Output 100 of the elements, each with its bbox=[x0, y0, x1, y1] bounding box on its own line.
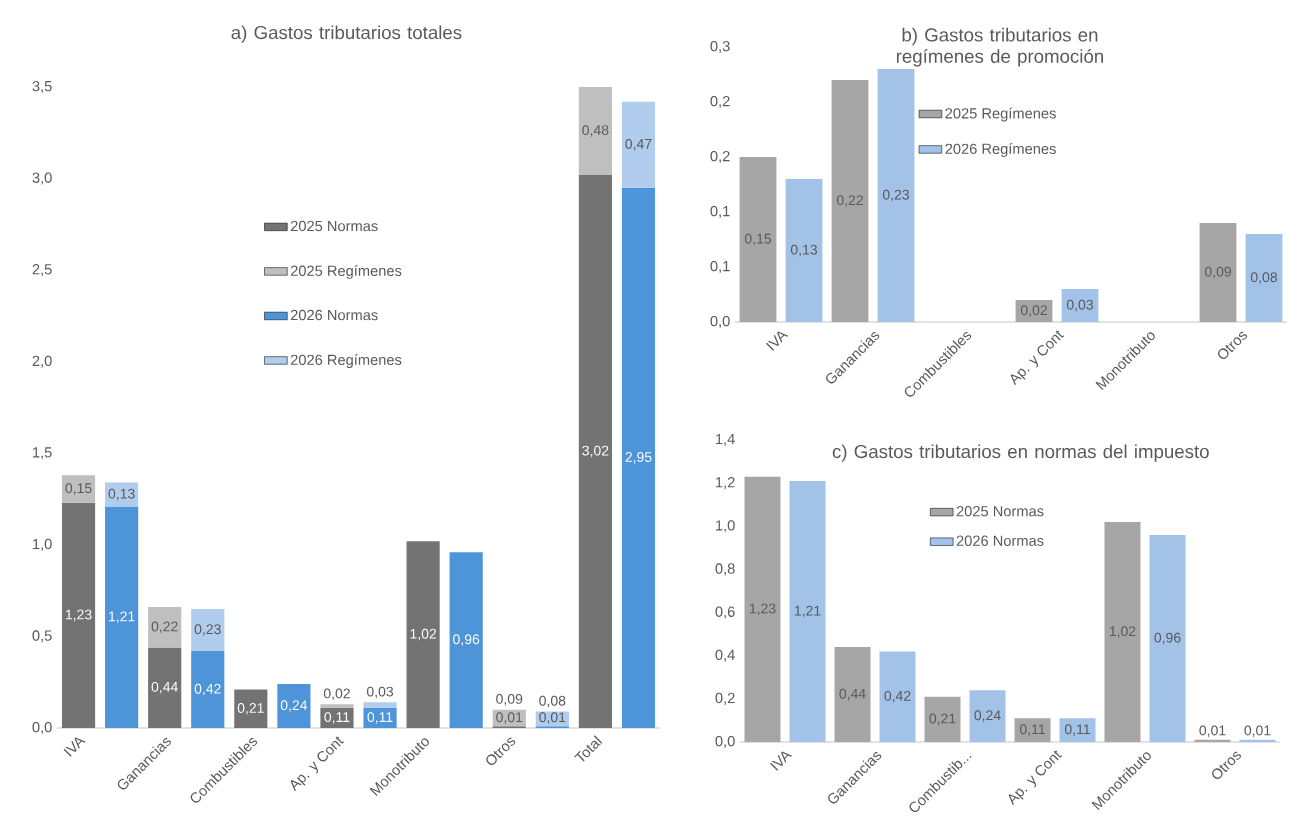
y-tick-label: 3,5 bbox=[32, 80, 52, 94]
y-tick-label: 0,2 bbox=[715, 692, 735, 705]
bar bbox=[578, 174, 612, 728]
y-tick-label: 2,0 bbox=[32, 355, 52, 368]
data-label: 0,96 bbox=[1154, 632, 1181, 645]
y-tick-label: 0,0 bbox=[32, 721, 52, 735]
y-tick-label: 0,1 bbox=[710, 205, 730, 219]
bar bbox=[320, 707, 354, 728]
data-label: 0,15 bbox=[65, 483, 92, 495]
bar bbox=[969, 690, 1006, 742]
bar bbox=[105, 506, 139, 728]
bar bbox=[1149, 534, 1186, 742]
bar bbox=[234, 689, 268, 728]
bar bbox=[578, 86, 612, 175]
data-label: 0,01 bbox=[1244, 725, 1271, 738]
data-label: 0,44 bbox=[839, 688, 866, 701]
data-label: 1,23 bbox=[749, 603, 776, 616]
data-label: 2,95 bbox=[625, 452, 652, 464]
data-label: 0,11 bbox=[1019, 724, 1045, 736]
data-label: 0,22 bbox=[151, 621, 178, 634]
bar bbox=[879, 651, 916, 742]
y-tick-label: 0,4 bbox=[715, 649, 735, 662]
y-tick-label: 0,8 bbox=[715, 563, 735, 576]
data-label: 0,21 bbox=[929, 713, 956, 726]
data-label: 0,01 bbox=[496, 712, 523, 724]
bar bbox=[449, 552, 483, 728]
data-label: 3,02 bbox=[582, 445, 609, 458]
legend-label: 2026 Normas bbox=[956, 535, 1044, 546]
chart-title: c) Gastos tributarios en normas del impuesto bbox=[832, 444, 1209, 462]
data-label: 0,09 bbox=[496, 693, 523, 706]
y-tick-label: 0,6 bbox=[715, 606, 735, 619]
bar bbox=[363, 707, 397, 728]
bar bbox=[739, 156, 777, 322]
y-tick-label: 0,2 bbox=[710, 95, 730, 109]
chart-title: b) Gastos tributarios en regímenes de promoción bbox=[896, 27, 1103, 67]
bar bbox=[406, 541, 440, 728]
data-label: 0,96 bbox=[453, 634, 480, 646]
bar bbox=[1194, 739, 1231, 742]
data-label: 0,15 bbox=[744, 233, 772, 246]
data-label: 0,13 bbox=[108, 488, 135, 501]
bar bbox=[61, 502, 96, 728]
data-label: 1,02 bbox=[1109, 626, 1136, 638]
data-label: 1,21 bbox=[109, 611, 135, 623]
data-label: 0,24 bbox=[974, 710, 1001, 722]
data-label: 0,42 bbox=[194, 683, 221, 696]
bar bbox=[148, 607, 182, 648]
data-label: 0,22 bbox=[836, 195, 863, 207]
x-tick-label: IVA bbox=[63, 737, 86, 757]
bar bbox=[61, 475, 96, 503]
data-label: 0,03 bbox=[1066, 299, 1094, 312]
y-tick-label: 3,0 bbox=[32, 172, 52, 185]
data-label: 0,13 bbox=[790, 244, 818, 257]
bar bbox=[148, 647, 182, 728]
y-tick-label: 2,5 bbox=[32, 264, 52, 277]
data-label: 0,02 bbox=[1020, 305, 1047, 317]
data-label: 0,11 bbox=[367, 712, 393, 724]
bar bbox=[744, 476, 781, 742]
bar bbox=[277, 684, 311, 728]
bar bbox=[1059, 718, 1096, 742]
data-label: 0,23 bbox=[882, 189, 910, 202]
y-tick-label: 1,5 bbox=[33, 447, 52, 460]
data-label: 0,08 bbox=[539, 695, 566, 708]
legend-label: 2025 Regímenes bbox=[945, 107, 1056, 122]
bar bbox=[363, 702, 397, 708]
bar bbox=[831, 79, 869, 322]
x-tick-label: IVA bbox=[766, 331, 789, 351]
bar bbox=[320, 704, 354, 708]
data-label: 0,08 bbox=[1250, 272, 1278, 284]
legend-label: 2026 Regímenes bbox=[945, 143, 1056, 157]
y-tick-label: 0,3 bbox=[710, 40, 730, 54]
legend-label: 2025 Normas bbox=[956, 506, 1044, 517]
y-tick-label: 0,2 bbox=[710, 150, 730, 164]
y-tick-label: 0,0 bbox=[710, 315, 730, 329]
legend-label: 2026 Normas bbox=[290, 309, 378, 321]
data-label: 0,48 bbox=[582, 125, 609, 137]
data-label: 1,23 bbox=[65, 609, 92, 622]
data-label: 0,02 bbox=[323, 688, 350, 701]
bar bbox=[1014, 718, 1051, 742]
data-label: 0,44 bbox=[151, 681, 178, 694]
data-label: 0,42 bbox=[884, 690, 911, 703]
bar bbox=[785, 178, 823, 322]
bar bbox=[1104, 521, 1141, 742]
data-label: 1,02 bbox=[410, 628, 437, 641]
legend-label: 2025 Regímenes bbox=[290, 265, 402, 279]
x-tick-label: IVA bbox=[770, 751, 793, 771]
bar bbox=[621, 101, 656, 188]
data-label: 0,11 bbox=[324, 712, 350, 724]
bar bbox=[789, 480, 826, 742]
bar bbox=[191, 651, 225, 728]
y-tick-label: 1,0 bbox=[716, 520, 735, 533]
y-tick-label: 1,4 bbox=[716, 434, 735, 446]
data-label: 0,09 bbox=[1204, 266, 1231, 279]
bar bbox=[1199, 222, 1237, 322]
bar bbox=[834, 647, 871, 742]
legend-label: 2025 Normas bbox=[290, 220, 378, 232]
y-tick-label: 0,0 bbox=[715, 735, 735, 749]
data-label: 1,21 bbox=[794, 605, 821, 618]
data-label: 0,11 bbox=[1064, 724, 1090, 736]
y-tick-label: 1,0 bbox=[33, 538, 52, 551]
data-label: 0,01 bbox=[539, 712, 566, 724]
